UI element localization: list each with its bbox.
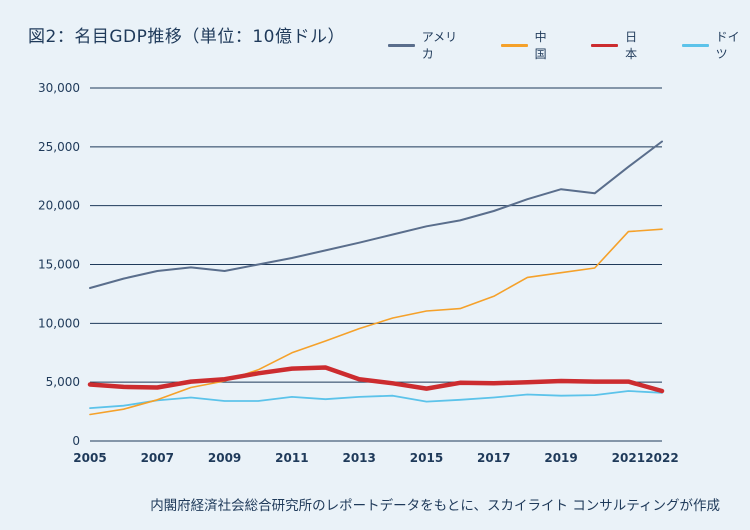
x-tick-label: 2021 [612,451,645,465]
y-tick-label: 0 [72,434,80,448]
x-tick-label: 2022 [645,451,678,465]
legend-label-usa: アメリカ [421,30,458,61]
legend-item-japan: 日本 [591,28,648,62]
legend-swatch-usa [388,43,415,47]
source-note: 内閣府経済社会総合研究所のレポートデータをもとに、スカイライト コンサルティング… [150,498,720,514]
x-tick-label: 2007 [141,451,174,465]
x-tick-label: 2009 [208,451,241,465]
y-tick-label: 15,000 [38,258,80,272]
legend-item-usa: アメリカ [388,28,467,62]
y-tick-label: 30,000 [38,81,80,95]
legend-item-china: 中国 [500,28,558,62]
series-line-china [89,228,663,416]
y-tick-label: 25,000 [38,140,80,154]
legend-label-japan: 日本 [625,30,638,61]
legend-item-germany: ドイツ [681,28,750,62]
x-tick-label: 2013 [342,451,375,465]
legend-swatch-germany [681,43,709,47]
x-tick-label: 2015 [410,451,443,465]
x-tick-label: 2017 [477,451,510,465]
chart-title: 図2：名目GDP推移（単位：10億ドル） [28,27,345,47]
chart-legend: アメリカ 中国 日本 ドイツ [388,28,750,62]
y-tick-label: 20,000 [38,199,80,213]
series-line-germany [89,390,663,410]
y-tick-label: 5,000 [46,375,80,389]
series-line-japan [87,365,665,394]
series-line-usa [89,140,663,289]
x-tick-label: 2011 [275,451,308,465]
y-tick-label: 10,000 [38,316,80,330]
x-tick-label: 2019 [544,451,577,465]
x-tick-label: 2005 [73,451,106,465]
legend-label-china: 中国 [534,30,547,61]
legend-label-germany: ドイツ [715,30,740,61]
legend-swatch-china [500,43,528,47]
legend-swatch-japan [591,43,619,47]
